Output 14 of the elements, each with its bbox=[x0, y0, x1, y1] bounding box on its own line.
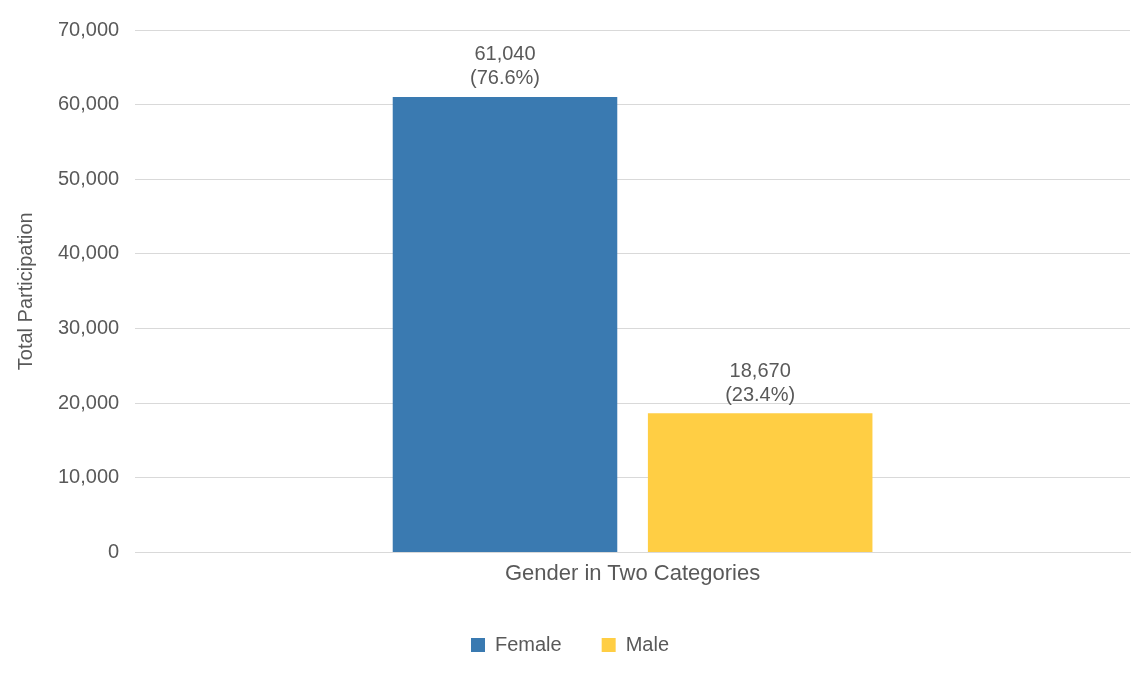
legend-label: Male bbox=[625, 632, 670, 655]
y-tick-label: 70,000 bbox=[58, 17, 120, 40]
y-axis-title: Total Participation bbox=[13, 212, 36, 371]
data-label: 61,040 (76.6%) bbox=[469, 42, 541, 89]
y-tick-label: 50,000 bbox=[58, 166, 120, 189]
y-tick-label: 60,000 bbox=[58, 92, 120, 115]
y-tick-label: 0 bbox=[108, 540, 120, 563]
x-tick-label: Gender in Two Categories bbox=[504, 559, 761, 585]
data-label: 18,670 (23.4%) bbox=[725, 358, 796, 405]
y-tick-label: 10,000 bbox=[58, 465, 120, 488]
y-tick-label: 40,000 bbox=[58, 241, 120, 264]
y-tick-label: 20,000 bbox=[58, 390, 120, 413]
legend-label: Female bbox=[494, 632, 562, 655]
y-tick-label: 30,000 bbox=[58, 316, 120, 339]
